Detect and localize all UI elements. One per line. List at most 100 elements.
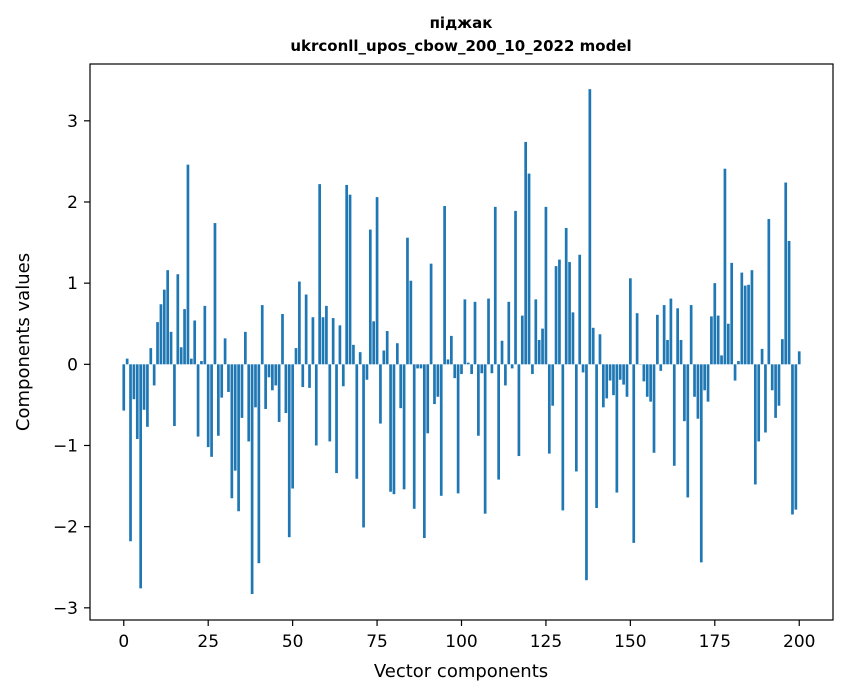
bar-104 bbox=[473, 301, 477, 365]
bar-107 bbox=[483, 364, 487, 514]
bar-24 bbox=[203, 305, 207, 365]
bar-68 bbox=[352, 344, 355, 365]
bar-197 bbox=[787, 240, 791, 365]
bar-132 bbox=[568, 262, 571, 365]
x-tick-label: 75 bbox=[366, 632, 388, 652]
bar-33 bbox=[233, 364, 237, 471]
bar-11 bbox=[159, 304, 163, 365]
bar-13 bbox=[166, 270, 170, 365]
bar-139 bbox=[591, 327, 595, 365]
bar-160 bbox=[662, 305, 666, 365]
y-tick-label: −3 bbox=[53, 599, 78, 619]
x-tick-label: 25 bbox=[197, 632, 219, 652]
bar-154 bbox=[642, 364, 646, 382]
bar-64 bbox=[338, 325, 342, 365]
x-tick-label: 100 bbox=[445, 632, 477, 652]
bar-166 bbox=[683, 364, 686, 422]
bar-121 bbox=[531, 364, 534, 375]
bar-148 bbox=[622, 364, 625, 385]
bar-106 bbox=[480, 364, 484, 374]
bar-60 bbox=[325, 305, 328, 365]
bar-96 bbox=[446, 359, 450, 365]
bar-26 bbox=[210, 364, 213, 457]
bar-48 bbox=[284, 364, 288, 414]
bar-55 bbox=[308, 364, 311, 388]
bar-0 bbox=[122, 364, 126, 411]
bar-180 bbox=[730, 262, 734, 365]
bar-178 bbox=[723, 168, 727, 365]
bar-123 bbox=[537, 339, 541, 365]
bar-109 bbox=[490, 364, 494, 374]
bar-2 bbox=[129, 364, 132, 542]
bar-149 bbox=[625, 364, 629, 397]
bar-179 bbox=[726, 323, 730, 365]
plot-frame bbox=[89, 63, 834, 621]
bar-15 bbox=[173, 364, 176, 427]
bar-92 bbox=[433, 364, 436, 405]
bar-141 bbox=[598, 334, 602, 365]
x-tick-label: 175 bbox=[699, 632, 731, 652]
x-tick-label: 150 bbox=[614, 632, 646, 652]
bar-157 bbox=[652, 364, 656, 453]
bar-91 bbox=[429, 263, 433, 365]
bar-41 bbox=[260, 305, 264, 365]
bar-95 bbox=[443, 206, 446, 365]
bar-58 bbox=[318, 184, 321, 365]
bar-142 bbox=[601, 364, 605, 408]
bar-193 bbox=[774, 364, 777, 418]
bar-130 bbox=[561, 364, 565, 511]
bar-20 bbox=[189, 358, 193, 365]
bar-97 bbox=[450, 335, 453, 365]
bar-36 bbox=[244, 331, 247, 365]
bar-89 bbox=[423, 364, 426, 539]
bar-173 bbox=[706, 364, 710, 402]
bar-45 bbox=[274, 364, 278, 386]
bar-191 bbox=[767, 219, 771, 365]
x-tick-label: 125 bbox=[530, 632, 562, 652]
bar-74 bbox=[372, 321, 376, 365]
y-tick-label: −1 bbox=[53, 436, 78, 456]
bar-4 bbox=[135, 364, 139, 439]
bar-94 bbox=[439, 364, 443, 496]
x-tick-label: 0 bbox=[118, 632, 129, 652]
bar-187 bbox=[753, 364, 757, 485]
x-tick-label: 50 bbox=[282, 632, 304, 652]
bar-137 bbox=[585, 364, 588, 581]
bar-167 bbox=[686, 364, 690, 498]
bar-19 bbox=[186, 164, 190, 365]
bar-86 bbox=[412, 364, 416, 509]
bar-198 bbox=[791, 364, 794, 515]
bar-186 bbox=[750, 270, 754, 365]
bar-184 bbox=[743, 285, 747, 365]
bar-29 bbox=[220, 364, 224, 398]
bar-14 bbox=[169, 331, 173, 365]
bar-182 bbox=[737, 361, 740, 365]
bar-49 bbox=[287, 364, 291, 538]
bar-156 bbox=[649, 364, 652, 402]
bar-7 bbox=[146, 364, 149, 427]
bar-162 bbox=[669, 298, 673, 365]
bar-189 bbox=[760, 348, 764, 365]
bar-72 bbox=[365, 364, 369, 380]
bar-190 bbox=[764, 364, 767, 433]
bar-172 bbox=[703, 364, 707, 391]
bar-143 bbox=[605, 364, 609, 399]
bar-177 bbox=[720, 355, 723, 365]
bar-53 bbox=[301, 364, 305, 388]
x-tick-label: 200 bbox=[783, 632, 815, 652]
bar-183 bbox=[740, 272, 744, 365]
bar-90 bbox=[426, 364, 430, 434]
bar-34 bbox=[237, 364, 240, 512]
bar-168 bbox=[689, 305, 693, 365]
bar-87 bbox=[416, 364, 419, 369]
bar-12 bbox=[162, 289, 166, 365]
bar-88 bbox=[419, 364, 423, 369]
y-tick-label: 0 bbox=[67, 355, 78, 375]
bar-124 bbox=[541, 328, 544, 365]
bar-63 bbox=[335, 364, 338, 474]
bar-82 bbox=[399, 364, 403, 409]
bar-105 bbox=[477, 364, 480, 436]
bar-145 bbox=[612, 364, 615, 396]
bar-43 bbox=[267, 364, 271, 378]
